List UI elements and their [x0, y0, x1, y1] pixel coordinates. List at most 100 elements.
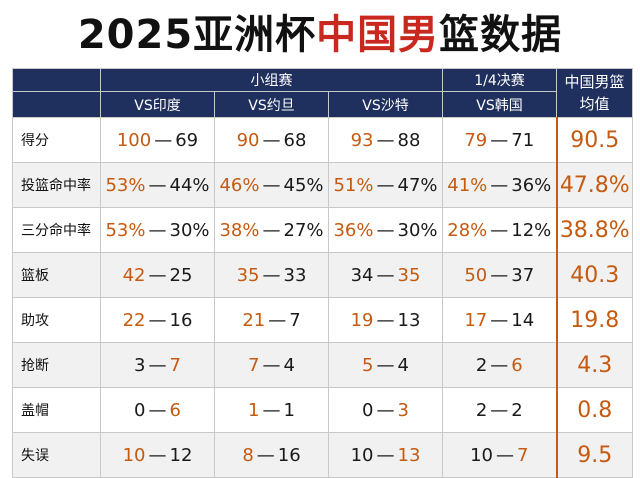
stat-cell: 22—16	[100, 297, 215, 343]
china-value: 10	[470, 444, 493, 466]
stat-cell: 7—4	[214, 342, 329, 388]
opponent-value: 45%	[283, 174, 324, 196]
opponent-value: 30%	[169, 219, 210, 241]
table-row: 助攻 22—16 21—7 19—13 17—14 19.8	[12, 297, 634, 343]
stat-cell: 36% —30%	[327, 207, 444, 253]
stat-cell: 28% —12%	[442, 207, 558, 253]
opponent-value: 16	[277, 444, 301, 466]
stat-cell: 2—6	[442, 342, 558, 388]
title-prefix: 2025亚洲杯	[77, 12, 317, 58]
row-label: 抢断	[12, 342, 101, 388]
header-average-line2: 均值	[579, 95, 610, 113]
opponent-value: 71	[511, 129, 535, 151]
average-value: 40.3	[555, 252, 634, 298]
opponent-value: 4	[397, 354, 409, 376]
opponent-value: 12	[169, 444, 193, 466]
stat-cell: 3—7	[100, 342, 215, 388]
title-highlight: 中国男	[316, 12, 440, 58]
stat-cell: 10—7	[442, 432, 558, 478]
opponent-value: 44%	[169, 174, 210, 196]
stat-cell: 21—7	[214, 297, 329, 343]
china-value: 3	[134, 354, 146, 376]
opponent-value: 37	[511, 264, 535, 286]
header-average-line1: 中国男篮	[564, 73, 625, 91]
china-value: 0	[362, 399, 374, 421]
opponent-value: 13	[397, 309, 421, 331]
average-value: 90.5	[555, 117, 634, 163]
stat-cell: 42—25	[100, 252, 215, 298]
china-value: 36%	[333, 219, 374, 241]
header-average: 中国男篮 均值	[556, 68, 634, 118]
average-value: 0.8	[555, 387, 634, 433]
table-row: 失误 10—12 8—16 10—13 10—7 9.5	[12, 432, 634, 478]
china-value: 53%	[105, 219, 146, 241]
stat-cell: 5—4	[327, 342, 444, 388]
opponent-value: 3	[397, 399, 409, 421]
opponent-value: 1	[283, 399, 295, 421]
opponent-value: 36%	[511, 174, 552, 196]
header-game-india: VS印度	[100, 91, 215, 118]
separator-dash: —	[154, 129, 173, 151]
china-value: 90	[236, 129, 260, 151]
table-row: 投篮命中率 53% —44% 46% —45% 51% —47% 41% —36% 47.8%	[12, 162, 634, 208]
china-value: 42	[122, 264, 146, 286]
stats-table: 小组赛 1/4决赛 中国男篮 均值 VS印度 VS约旦 VS沙特 VS韩国 得分…	[12, 68, 634, 478]
stat-cell: 0—6	[100, 387, 215, 433]
header-quarterfinal: 1/4决赛	[442, 68, 558, 92]
opponent-value: 47%	[397, 174, 438, 196]
china-value: 10	[350, 444, 374, 466]
header-corner-2	[12, 91, 101, 118]
china-value: 5	[362, 354, 374, 376]
header-game-jordan: VS约旦	[214, 91, 329, 118]
china-value: 93	[350, 129, 374, 151]
china-value: 38%	[219, 219, 260, 241]
stat-cell: 1—1	[214, 387, 329, 433]
separator-dash: —	[376, 354, 395, 376]
stat-cell: 53% —44%	[100, 162, 215, 208]
table-row: 盖帽 0—6 1—1 0—3 2—2 0.8	[12, 387, 634, 433]
row-label: 助攻	[12, 297, 101, 343]
stat-cell: 17—14	[442, 297, 558, 343]
opponent-value: 25	[169, 264, 193, 286]
separator-dash: —	[376, 129, 395, 151]
opponent-value: 4	[283, 354, 295, 376]
row-label: 盖帽	[12, 387, 101, 433]
separator-dash: —	[376, 399, 395, 421]
stat-cell: 90—68	[214, 117, 329, 163]
stat-cell: 53% —30%	[100, 207, 215, 253]
china-value: 79	[464, 129, 488, 151]
opponent-value: 13	[397, 444, 421, 466]
separator-dash: —	[148, 174, 167, 196]
average-value: 38.8%	[555, 207, 634, 253]
stat-cell: 93—88	[327, 117, 444, 163]
separator-dash: —	[376, 219, 395, 241]
separator-dash: —	[490, 219, 509, 241]
separator-dash: —	[262, 174, 281, 196]
separator-dash: —	[495, 444, 514, 466]
separator-dash: —	[262, 354, 281, 376]
china-value: 21	[242, 309, 266, 331]
separator-dash: —	[148, 354, 167, 376]
china-value: 2	[475, 399, 488, 421]
stat-cell: 10—13	[327, 432, 444, 478]
separator-dash: —	[148, 219, 167, 241]
separator-dash: —	[376, 174, 395, 196]
row-label: 三分命中率	[12, 207, 101, 253]
china-value: 22	[122, 309, 146, 331]
table-row: 三分命中率 53% —30% 38% —27% 36% —30% 28% —12% 38.8%	[12, 207, 634, 253]
opponent-value: 30%	[397, 219, 438, 241]
china-value: 1	[248, 399, 260, 421]
stat-cell: 0—3	[327, 387, 444, 433]
row-label: 篮板	[12, 252, 101, 298]
separator-dash: —	[376, 309, 395, 331]
stat-cell: 8—16	[214, 432, 329, 478]
china-value: 41%	[447, 174, 488, 196]
table-row: 得分 100—69 90—68 93—88 79—71 90.5	[12, 117, 634, 163]
stats-body: 得分 100—69 90—68 93—88 79—71 90.5 投篮命中率 53% —44% 4…	[12, 117, 634, 478]
row-label: 得分	[12, 117, 101, 163]
separator-dash: —	[148, 264, 167, 286]
title-suffix: 数据	[480, 12, 563, 58]
stat-cell: 34—35	[327, 252, 444, 298]
average-value: 19.8	[555, 297, 634, 343]
opponent-value: 88	[397, 129, 421, 151]
